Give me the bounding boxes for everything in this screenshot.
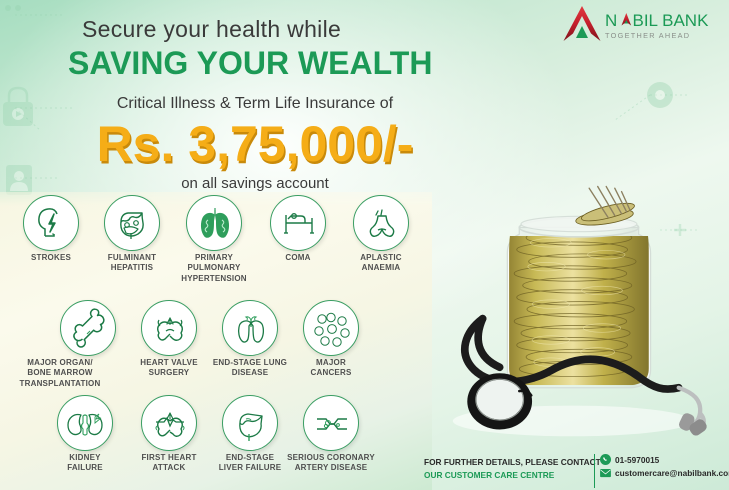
svg-text:N: N	[605, 11, 617, 30]
svg-text:BIL BANK: BIL BANK	[633, 11, 710, 30]
svg-text:TOGETHER AHEAD: TOGETHER AHEAD	[605, 31, 690, 40]
